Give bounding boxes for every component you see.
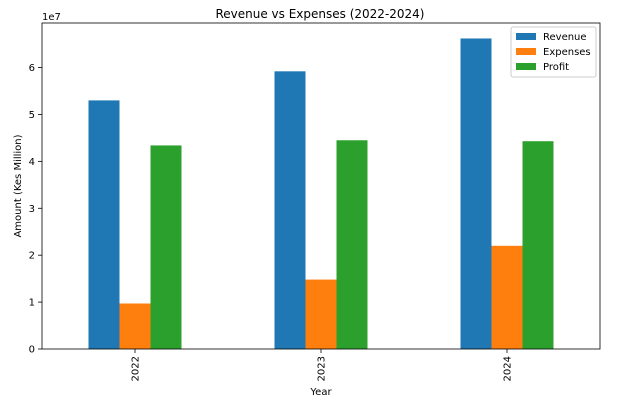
legend-label-revenue: Revenue	[543, 32, 587, 43]
y-tick-label: 2	[29, 251, 35, 262]
y-tick-label: 5	[29, 110, 35, 121]
y-tick-label: 3	[29, 204, 35, 215]
bar-revenue-2024	[460, 38, 492, 350]
x-axis-label: Year	[309, 387, 332, 398]
y-axis-label: Amount (Kes Million)	[13, 134, 24, 237]
x-tick-label: 2022	[131, 356, 142, 381]
bar-profit-2024	[522, 141, 554, 349]
bar-revenue-2023	[274, 71, 306, 350]
bar-revenue-2022	[88, 100, 120, 349]
y-tick-label: 6	[29, 63, 35, 74]
bar-profit-2022	[150, 145, 182, 349]
legend: Revenue Expenses Profit	[510, 26, 597, 78]
legend-swatch-profit	[516, 63, 536, 70]
y-tick-label: 0	[29, 345, 35, 356]
y-tick-label: 4	[29, 157, 35, 168]
legend-swatch-revenue	[516, 33, 536, 40]
bars-group	[88, 38, 554, 350]
bar-expenses-2022	[119, 303, 151, 349]
legend-label-profit: Profit	[543, 62, 569, 73]
y-offset-label: 1e7	[42, 12, 61, 23]
x-tick-label: 2024	[503, 356, 514, 381]
x-tick-label: 2023	[317, 356, 328, 381]
chart-title: Revenue vs Expenses (2022-2024)	[215, 7, 424, 21]
legend-swatch-expenses	[516, 48, 536, 55]
y-tick-label: 1	[29, 298, 35, 309]
bar-expenses-2024	[491, 245, 523, 349]
y-axis: 0 1 2 3 4 5 6	[29, 63, 42, 356]
bar-expenses-2023	[305, 279, 337, 349]
legend-label-expenses: Expenses	[543, 47, 591, 58]
x-axis: 2022 2023 2024	[131, 349, 514, 381]
bar-profit-2023	[336, 140, 368, 349]
